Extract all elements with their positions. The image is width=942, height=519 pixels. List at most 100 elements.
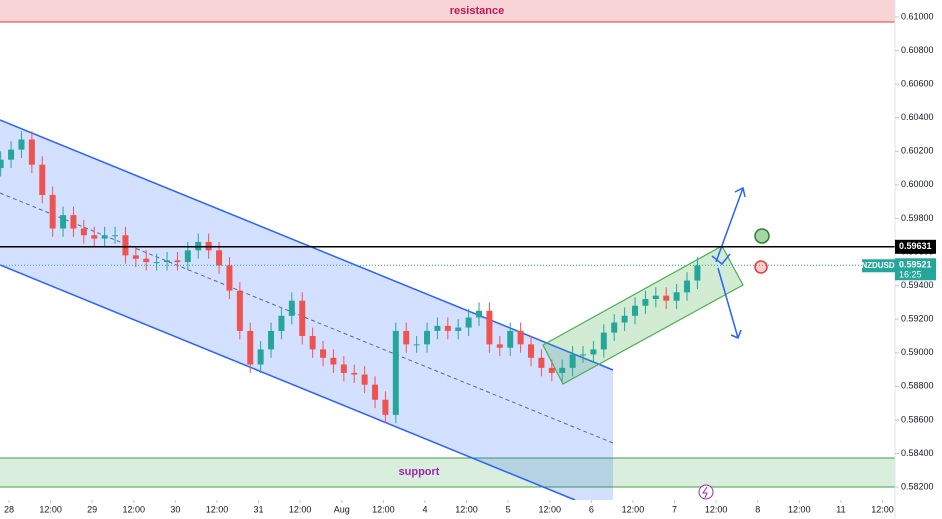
candle-body xyxy=(236,290,243,331)
candle-body xyxy=(28,139,35,165)
x-tick-label: 11 xyxy=(836,504,845,514)
level-label: 0.59631 xyxy=(899,241,932,251)
y-tick-label: 0.58400 xyxy=(901,448,934,458)
x-tick-label: Aug xyxy=(334,504,350,514)
candle-body xyxy=(39,164,46,195)
countdown-label: 16:25 xyxy=(899,270,922,280)
candle-body xyxy=(60,215,67,229)
y-tick-label: 0.60200 xyxy=(901,146,934,156)
candle-body xyxy=(174,260,181,263)
candle-body xyxy=(309,335,316,350)
candle-body xyxy=(80,228,87,236)
candle-body xyxy=(403,330,410,345)
y-tick-label: 0.58800 xyxy=(901,381,934,391)
y-tick-label: 0.59800 xyxy=(901,213,934,223)
axes: 0.58200 0.58400 0.58600 0.58800 0.59000 0.592… xyxy=(4,11,936,514)
x-tick-label: 12:00 xyxy=(39,504,62,514)
x-tick-label: 4 xyxy=(422,504,427,514)
y-tick-label: 0.58200 xyxy=(901,481,934,491)
target-circle xyxy=(754,228,770,244)
channel-lower xyxy=(0,264,576,501)
y-tick-label: 0.60000 xyxy=(901,179,934,189)
support-label: support xyxy=(399,466,440,478)
candle-body xyxy=(673,292,680,301)
candle-body xyxy=(663,295,670,301)
y-tick-label: 0.60400 xyxy=(901,112,934,122)
x-tick-label: 29 xyxy=(87,504,97,514)
x-tick-label: 12:00 xyxy=(705,504,728,514)
candle-body xyxy=(424,330,431,345)
candle-body xyxy=(413,344,420,346)
candle-body xyxy=(486,310,493,345)
y-tick-label: 0.59000 xyxy=(901,347,934,357)
resistance-label: resistance xyxy=(450,5,504,17)
x-tick-label: 8 xyxy=(755,504,760,514)
candle-body xyxy=(216,250,223,266)
y-tick-label: 0.60800 xyxy=(901,45,934,55)
candle-body xyxy=(70,215,77,229)
candle-body xyxy=(101,235,108,239)
candle-body xyxy=(112,235,119,237)
candle-body xyxy=(247,330,254,365)
candle-body xyxy=(538,357,545,368)
x-tick-label: 12:00 xyxy=(372,504,395,514)
event-icon[interactable] xyxy=(698,484,714,500)
candle-body xyxy=(299,300,306,336)
candle-body xyxy=(143,258,150,263)
x-tick-label: 6 xyxy=(589,504,594,514)
channel-mid xyxy=(0,192,614,444)
x-tick-label: 30 xyxy=(170,504,180,514)
candle-body xyxy=(465,317,472,328)
candle-body xyxy=(320,349,327,358)
candle-body xyxy=(122,235,129,256)
candle-body xyxy=(559,367,566,373)
candle-body xyxy=(372,384,379,400)
x-tick-label: 12:00 xyxy=(622,504,645,514)
candle-body xyxy=(351,372,358,375)
level-tag xyxy=(895,239,936,254)
candle-body xyxy=(0,159,4,169)
candle-body xyxy=(132,255,139,259)
resistance-zone xyxy=(0,0,895,22)
candle-body xyxy=(652,295,659,300)
x-tick-label: 31 xyxy=(254,504,264,514)
event-bolt xyxy=(702,486,708,499)
channel-upper xyxy=(0,119,614,371)
arrow-up xyxy=(715,186,746,263)
candle-body xyxy=(268,330,275,350)
price-tag xyxy=(895,258,936,281)
candle-body xyxy=(507,330,514,348)
candle-body xyxy=(153,262,160,264)
symbol-label: NZDUSD xyxy=(861,261,895,270)
x-tick-label: 12:00 xyxy=(871,504,894,514)
candle-body xyxy=(632,305,639,316)
y-tick-label: 0.61000 xyxy=(901,11,934,21)
candle-body xyxy=(528,344,535,358)
x-tick-label: 12:00 xyxy=(289,504,312,514)
candle-body xyxy=(361,374,368,385)
candle-body xyxy=(226,265,233,291)
x-tick-label: 12:00 xyxy=(123,504,146,514)
x-tick-label: 7 xyxy=(672,504,677,514)
candle-body xyxy=(91,235,98,239)
candle-body xyxy=(18,139,25,150)
candle-body xyxy=(580,354,587,356)
candle-body xyxy=(621,315,628,323)
x-tick-label: 12:00 xyxy=(455,504,478,514)
arrow-pivot xyxy=(711,253,731,266)
candle-body xyxy=(476,310,483,318)
candle-body xyxy=(330,357,337,365)
candle-body xyxy=(8,149,15,160)
candle-body xyxy=(288,300,295,316)
candle-body xyxy=(590,349,597,355)
candle-body xyxy=(278,315,285,331)
candle-body xyxy=(611,322,618,333)
symbol-tag xyxy=(862,259,895,273)
candle-body xyxy=(496,344,503,348)
candle-body xyxy=(684,280,691,293)
candle-body xyxy=(548,367,555,373)
levels xyxy=(0,246,895,266)
x-tick-label: 28 xyxy=(4,504,14,514)
candle-body xyxy=(444,325,451,331)
